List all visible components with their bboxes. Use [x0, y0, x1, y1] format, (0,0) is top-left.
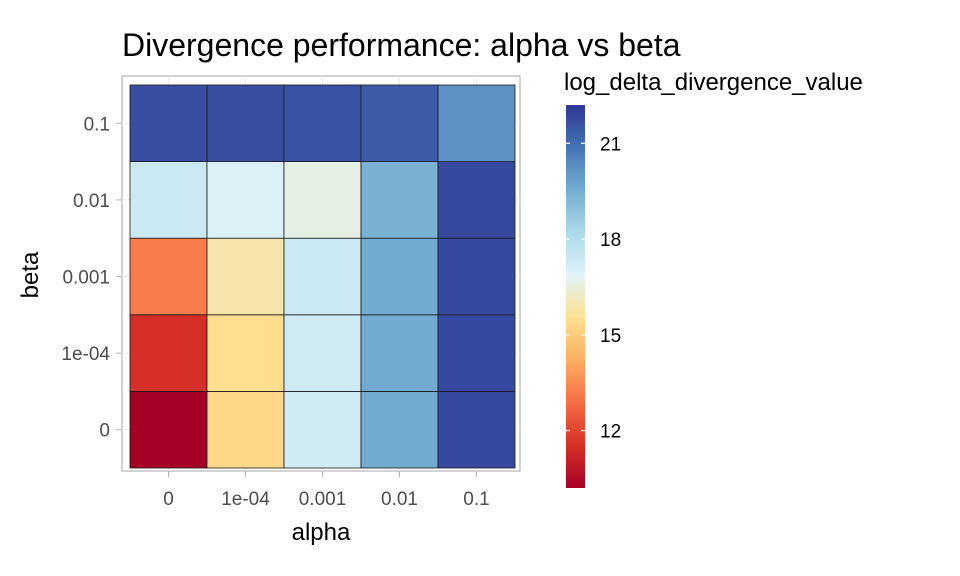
- heatmap-cell: [437, 390, 516, 469]
- x-tick-label: 0.1: [463, 489, 489, 510]
- heatmap-cell: [206, 84, 285, 162]
- legend-tick-label: 12: [600, 422, 621, 443]
- heatmap-cell: [437, 314, 516, 392]
- y-tick-label: 0.001: [62, 268, 110, 289]
- heatmap-cell: [437, 84, 516, 162]
- plot-panel: [121, 75, 521, 472]
- x-tick-label: 0.001: [299, 489, 347, 510]
- heatmap-cell: [437, 237, 516, 316]
- y-tick-label: 0.01: [73, 191, 110, 212]
- x-tick-label: 0: [163, 489, 174, 510]
- heatmap-cell: [360, 314, 439, 392]
- color-legend: log_delta_divergence_value 12 15 18 21: [564, 69, 863, 488]
- heatmap-cell: [206, 390, 285, 469]
- heatmap-cell: [360, 390, 439, 469]
- legend-ticks: 12 15 18 21: [566, 134, 621, 443]
- legend-tick-label: 18: [600, 230, 621, 251]
- heatmap-cells: [129, 84, 516, 469]
- x-axis-title: alpha: [292, 519, 351, 546]
- legend-tick-label: 15: [600, 326, 621, 347]
- heatmap-cell: [206, 161, 285, 239]
- heatmap-cell: [129, 84, 208, 162]
- y-axis-title: beta: [17, 251, 44, 298]
- y-tick-label: 1e-04: [61, 344, 110, 365]
- y-tick-label: 0: [99, 421, 110, 442]
- y-axis: 0 1e-04 0.001 0.01 0.1: [61, 114, 122, 442]
- heatmap-cell: [283, 237, 362, 316]
- heatmap-cell: [360, 84, 439, 162]
- legend-title: log_delta_divergence_value: [564, 69, 863, 96]
- colorbar: [566, 105, 585, 488]
- heatmap-cell: [360, 161, 439, 239]
- x-tick-label: 1e-04: [221, 489, 270, 510]
- chart-title: Divergence performance: alpha vs beta: [122, 27, 681, 63]
- heatmap-cell: [283, 390, 362, 469]
- x-tick-label: 0.01: [381, 489, 418, 510]
- heatmap-cell: [129, 161, 208, 239]
- heatmap-cell: [283, 161, 362, 239]
- heatmap-cell: [360, 237, 439, 316]
- heatmap-cell: [129, 390, 208, 469]
- heatmap-cell: [437, 161, 516, 239]
- heatmap-cell: [206, 314, 285, 392]
- y-tick-label: 0.1: [84, 114, 110, 135]
- x-axis: 0 1e-04 0.001 0.01 0.1: [163, 471, 490, 510]
- heatmap-cell: [129, 314, 208, 392]
- legend-tick-label: 21: [600, 134, 621, 155]
- heatmap-cell: [283, 314, 362, 392]
- heatmap-cell: [206, 237, 285, 316]
- heatmap-cell: [283, 84, 362, 162]
- heatmap-cell: [129, 237, 208, 316]
